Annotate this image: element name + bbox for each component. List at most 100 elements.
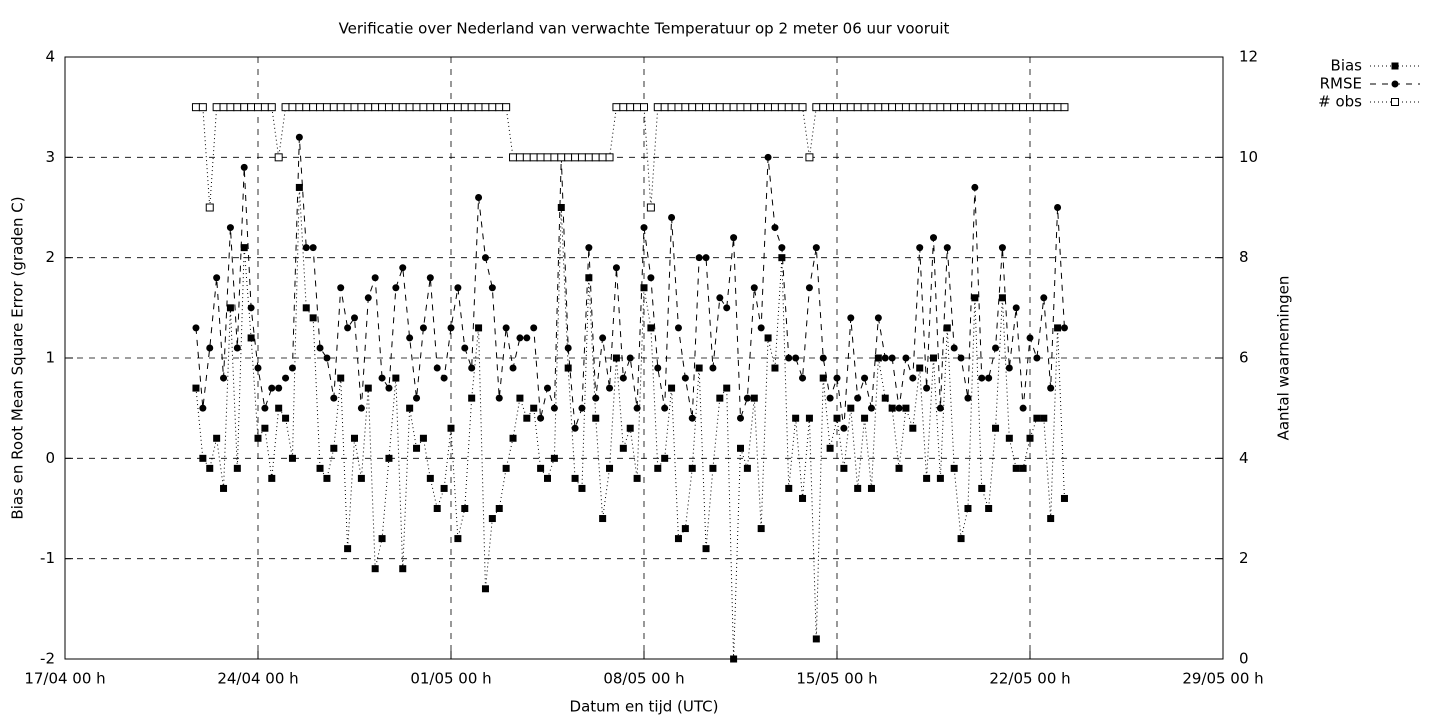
marker [440, 103, 449, 112]
marker [715, 103, 724, 112]
y2-tick-label: 6 [1239, 349, 1249, 367]
marker [392, 374, 400, 382]
marker [963, 103, 972, 112]
marker [819, 103, 828, 112]
marker [606, 384, 614, 392]
marker [950, 344, 958, 352]
marker [399, 264, 407, 272]
marker [826, 103, 835, 112]
marker [571, 474, 579, 482]
marker [839, 103, 848, 112]
marker [737, 444, 744, 452]
marker [309, 103, 318, 112]
marker [812, 103, 821, 112]
marker [792, 414, 800, 422]
marker [847, 404, 855, 412]
marker [909, 374, 917, 382]
marker [612, 264, 620, 272]
y-tick-label: -1 [40, 549, 55, 567]
marker [654, 464, 662, 472]
marker [1032, 103, 1041, 112]
marker [323, 474, 331, 482]
marker [709, 364, 717, 372]
marker [206, 344, 214, 352]
marker [212, 103, 221, 112]
legend-label: RMSE [1320, 75, 1362, 93]
marker [295, 183, 303, 191]
marker [191, 103, 200, 112]
marker [750, 394, 758, 402]
marker [530, 404, 538, 412]
marker [481, 254, 489, 262]
marker [585, 244, 593, 252]
marker [861, 414, 869, 422]
marker [544, 474, 551, 482]
marker [206, 464, 214, 472]
marker [771, 364, 779, 372]
marker [192, 384, 200, 392]
marker [516, 334, 524, 342]
marker [323, 354, 331, 362]
y-tick-label: 3 [45, 148, 55, 166]
legend-label: Bias [1331, 57, 1363, 75]
marker [357, 103, 366, 112]
marker [495, 394, 503, 402]
marker [833, 374, 841, 382]
marker [674, 324, 682, 332]
marker [998, 294, 1006, 302]
marker [908, 103, 917, 112]
marker [247, 103, 256, 112]
marker [336, 103, 345, 112]
x-tick-label: 29/05 00 h [1182, 670, 1263, 688]
marker [461, 505, 469, 512]
marker [992, 424, 1000, 432]
marker [723, 384, 731, 392]
marker [612, 354, 620, 362]
marker [474, 103, 483, 112]
marker [344, 324, 352, 332]
marker [805, 284, 813, 292]
y2-tick-label: 0 [1239, 650, 1249, 668]
marker [1047, 515, 1055, 523]
marker [1040, 294, 1048, 302]
marker [274, 153, 283, 162]
marker [475, 193, 483, 201]
legend-marker [1391, 80, 1399, 88]
marker [564, 153, 573, 162]
marker [405, 103, 414, 112]
marker [930, 234, 937, 242]
marker [453, 103, 462, 112]
marker [764, 103, 773, 112]
marker [426, 474, 434, 482]
marker [550, 404, 558, 412]
marker [943, 324, 951, 332]
marker [433, 505, 441, 512]
marker [254, 434, 262, 442]
marker [426, 103, 435, 112]
marker [936, 404, 944, 412]
marker [667, 103, 676, 112]
marker [784, 103, 793, 112]
marker [488, 103, 497, 112]
marker [847, 314, 855, 322]
marker [819, 354, 827, 362]
marker [440, 484, 448, 492]
marker [557, 153, 566, 162]
marker [998, 244, 1006, 252]
marker [633, 103, 642, 112]
marker [1054, 204, 1062, 211]
marker [860, 103, 869, 112]
marker [522, 153, 531, 162]
marker [977, 103, 986, 112]
marker [985, 374, 993, 382]
marker [729, 103, 738, 112]
marker [826, 394, 834, 402]
marker [916, 244, 924, 252]
marker [233, 344, 241, 352]
marker [447, 103, 455, 112]
y2-tick-label: 12 [1239, 48, 1258, 66]
marker [874, 354, 882, 362]
marker [213, 434, 221, 442]
marker [433, 103, 442, 112]
